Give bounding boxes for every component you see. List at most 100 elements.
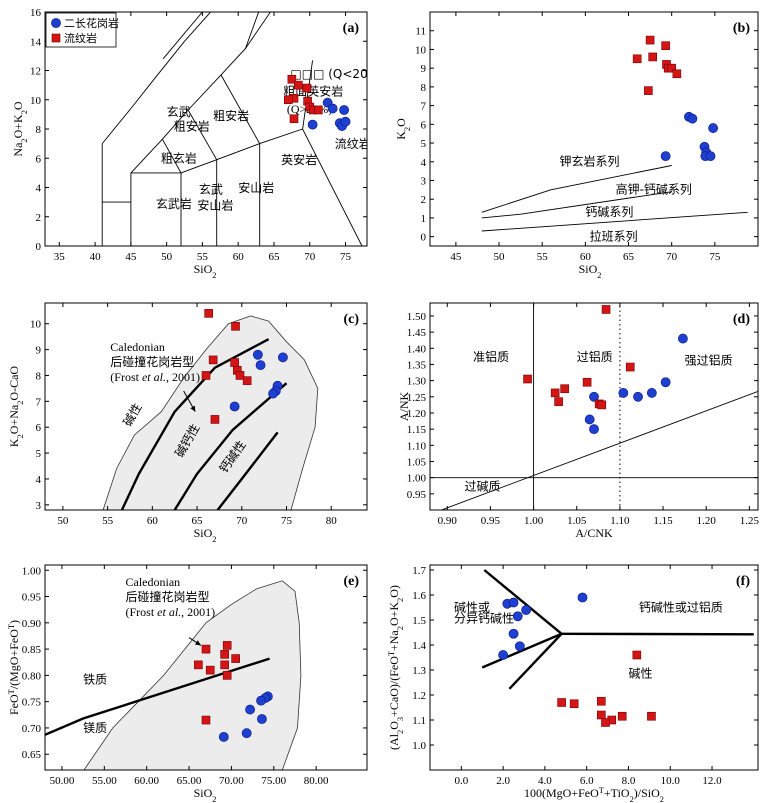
legend-granite-marker — [51, 18, 61, 28]
rhyolite-point — [287, 74, 297, 84]
axis-label-part: O+K — [11, 114, 25, 138]
x-tick-label: 0.0 — [454, 775, 468, 787]
axis-label-part: O — [11, 101, 25, 110]
granite-point — [708, 123, 719, 133]
field-label: 粗玄岩 — [161, 151, 197, 166]
axis-label-part: 2 — [16, 434, 25, 438]
axis-label-part: T — [387, 651, 396, 656]
field-label: 高钾-钙碱系列 — [616, 182, 692, 197]
axis-label-part: O+Na — [7, 404, 21, 434]
field-boundary-line — [173, 382, 288, 510]
rhyolite-point — [597, 400, 607, 410]
axis-label-part: 3 — [396, 717, 405, 721]
x-axis-label: A/CNK — [575, 526, 613, 540]
rhyolite-point — [632, 54, 642, 64]
x-tick-label: 50 — [494, 251, 506, 263]
rhyolite-point — [601, 305, 611, 314]
axis-label-part: 100(MgO+FeO — [524, 786, 599, 800]
x-tick-label: 60 — [233, 251, 245, 263]
y-tick-label: 1.10 — [407, 440, 427, 452]
rhyolite-point — [597, 710, 606, 720]
rhyolite-point — [523, 374, 532, 384]
axis-label-part: A/CNK — [575, 526, 613, 540]
granite-point — [339, 105, 350, 115]
legend-granite-label: 二长花岗岩 — [64, 16, 119, 30]
y-tick-label: 0 — [36, 241, 42, 253]
y-tick-label: 1.15 — [407, 424, 427, 436]
field-label: 粗安岩 — [174, 118, 210, 133]
rhyolite-point — [601, 718, 610, 727]
rhyolite-point — [231, 654, 240, 663]
axis-label-part: O) — [387, 585, 401, 598]
y-tick-label: 9 — [421, 63, 427, 75]
x-tick-label: 1.10 — [610, 515, 630, 527]
x-tick-label: 80 — [326, 515, 338, 527]
granite-point — [589, 424, 599, 435]
axis-label-part: 2 — [20, 110, 29, 114]
annotation-part: et al. — [157, 605, 181, 619]
plot-frame — [44, 564, 368, 771]
x-tick-label: 50.00 — [50, 775, 75, 787]
rhyolite-point — [617, 711, 627, 721]
annotation-part: (Frost — [110, 370, 142, 384]
legend-rhyolite-label: 流纹岩 — [64, 31, 97, 45]
x-tick-label: 60.00 — [134, 775, 159, 787]
granite-point — [229, 401, 240, 412]
field-boundary-line — [184, 12, 212, 42]
granite-point — [218, 731, 229, 742]
x-tick-label: 40 — [90, 251, 102, 263]
axis-label-part: 2 — [212, 795, 216, 803]
field-boundary-line — [180, 128, 363, 246]
field-boundary-line — [101, 41, 185, 144]
axis-label-part: )/SiO — [634, 786, 660, 800]
granite-point — [660, 377, 671, 388]
field-label: 玄武 — [167, 104, 191, 119]
field-label: 碱性 — [120, 401, 144, 429]
y-tick-label: 1 — [421, 213, 427, 225]
field-label: 钙碱性或过铝质 — [639, 599, 723, 614]
legend-rhyolite-marker — [51, 33, 61, 43]
axis-label-part: 2 — [396, 598, 405, 602]
x-tick-label: 65 — [192, 515, 204, 527]
x-tick-label: 65.00 — [177, 775, 202, 787]
x-tick-label: 75 — [340, 251, 352, 263]
axis-label-part: SiO — [194, 262, 213, 276]
axis-label-part: SiO — [194, 526, 213, 540]
x-axis-label: SiO2 — [194, 262, 217, 280]
annotation-text: Caledonian — [110, 340, 165, 354]
y-tick-label: 1.35 — [407, 359, 427, 371]
granite-point — [660, 151, 671, 162]
annotation-part: , 2001) — [166, 370, 200, 384]
y-axis-label: K2O+Na2O-CaO — [7, 366, 25, 447]
field-boundary-line — [187, 109, 218, 160]
axis-label-part: O+K — [387, 602, 401, 626]
rhyolite-point — [235, 371, 245, 380]
rhyolite-point — [208, 355, 218, 365]
granite-point — [514, 641, 525, 652]
annotation-arrow-head — [190, 405, 196, 412]
rhyolite-point — [220, 650, 229, 659]
field-label: 玄武 — [199, 181, 223, 196]
field-label: 玄武岩 — [156, 196, 192, 211]
field-label: 安山岩 — [238, 180, 274, 195]
granite-point — [508, 597, 519, 608]
plot-frame — [429, 564, 759, 771]
y-tick-label: 2 — [36, 212, 42, 224]
granite-point — [307, 119, 318, 130]
y-tick-label: 12 — [30, 66, 41, 78]
annotation-part: (Frost — [126, 605, 158, 619]
y-tick-label: 3 — [421, 175, 427, 187]
axis-label-part: A/NK — [397, 392, 411, 422]
x-tick-label: 45 — [125, 251, 137, 263]
annotation-part: et al. — [142, 370, 166, 384]
field-label: 碱性 — [628, 667, 652, 681]
field-label: 钙碱系列 — [585, 205, 633, 219]
y-tick-label: 1.00 — [22, 565, 42, 577]
y-tick-label: 1.2 — [412, 690, 426, 702]
x-axis-label: 100(MgO+FeOT+TiO2)/SiO2 — [524, 786, 664, 803]
x-tick-label: 1.25 — [740, 515, 760, 527]
axis-label-part: T — [7, 689, 16, 694]
x-tick-label: 1.20 — [697, 515, 717, 527]
granite-point — [245, 704, 255, 715]
